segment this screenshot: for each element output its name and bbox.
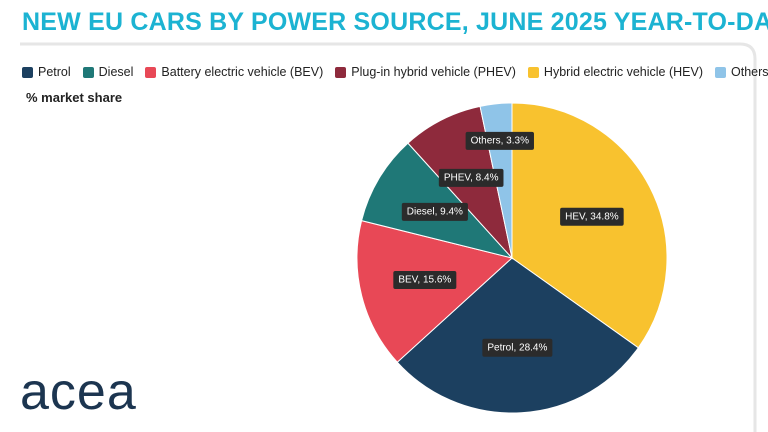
legend-swatch [22,66,33,78]
data-label-text: HEV, 34.8% [565,211,619,222]
data-label: BEV, 15.6% [393,270,457,289]
pie-slice [356,219,514,363]
legend-label: Others [731,65,768,79]
legend-swatch [335,66,347,78]
legend-swatch [715,66,726,78]
data-label-box [482,338,553,357]
logo: acea [20,363,137,421]
data-label-box [560,207,624,226]
data-label: PHEV, 8.4% [438,168,504,187]
subtitle: % market share [26,90,123,105]
legend-swatch [145,66,157,78]
legend-item: Plug-in hybrid vehicle (PHEV) [335,65,516,79]
legend-swatch [527,66,539,78]
data-label-text: BEV, 15.6% [398,275,451,286]
data-label-box [465,131,534,150]
data-label: HEV, 34.8% [560,207,624,226]
legend-item: Hybrid electric vehicle (HEV) [527,65,703,79]
legend-label: Petrol [38,65,71,79]
data-label-box [438,168,504,187]
legend-item: Battery electric vehicle (BEV) [145,65,323,79]
legend-swatch [82,66,94,78]
chart-title: NEW EU CARS BY POWER SOURCE, JUNE 2025 Y… [22,8,768,36]
legend-item: Others [715,65,768,79]
legend-item: Diesel [82,65,134,79]
data-label-text: Diesel, 9.4% [407,206,463,217]
pie-slice [396,257,640,414]
legend-label: Hybrid electric vehicle (HEV) [543,65,703,79]
data-label-text: PHEV, 8.4% [444,173,499,184]
legend-item: Petrol [22,65,71,79]
data-label-text: Others, 3.3% [471,135,529,146]
data-label: Petrol, 28.4% [482,338,553,357]
data-label: Diesel, 9.4% [401,202,468,221]
data-label-box [393,270,457,289]
legend-label: Battery electric vehicle (BEV) [161,65,324,79]
data-label-text: Petrol, 28.4% [487,342,547,353]
frame [20,42,757,432]
pie-slice [360,142,514,259]
legend-label: Diesel [98,65,134,79]
legend: Petrol Diesel Battery electric vehicle (… [22,65,768,79]
data-label: Others, 3.3% [465,131,534,150]
data-label-box [401,202,468,221]
legend-label: Plug-in hybrid vehicle (PHEV) [351,65,516,79]
